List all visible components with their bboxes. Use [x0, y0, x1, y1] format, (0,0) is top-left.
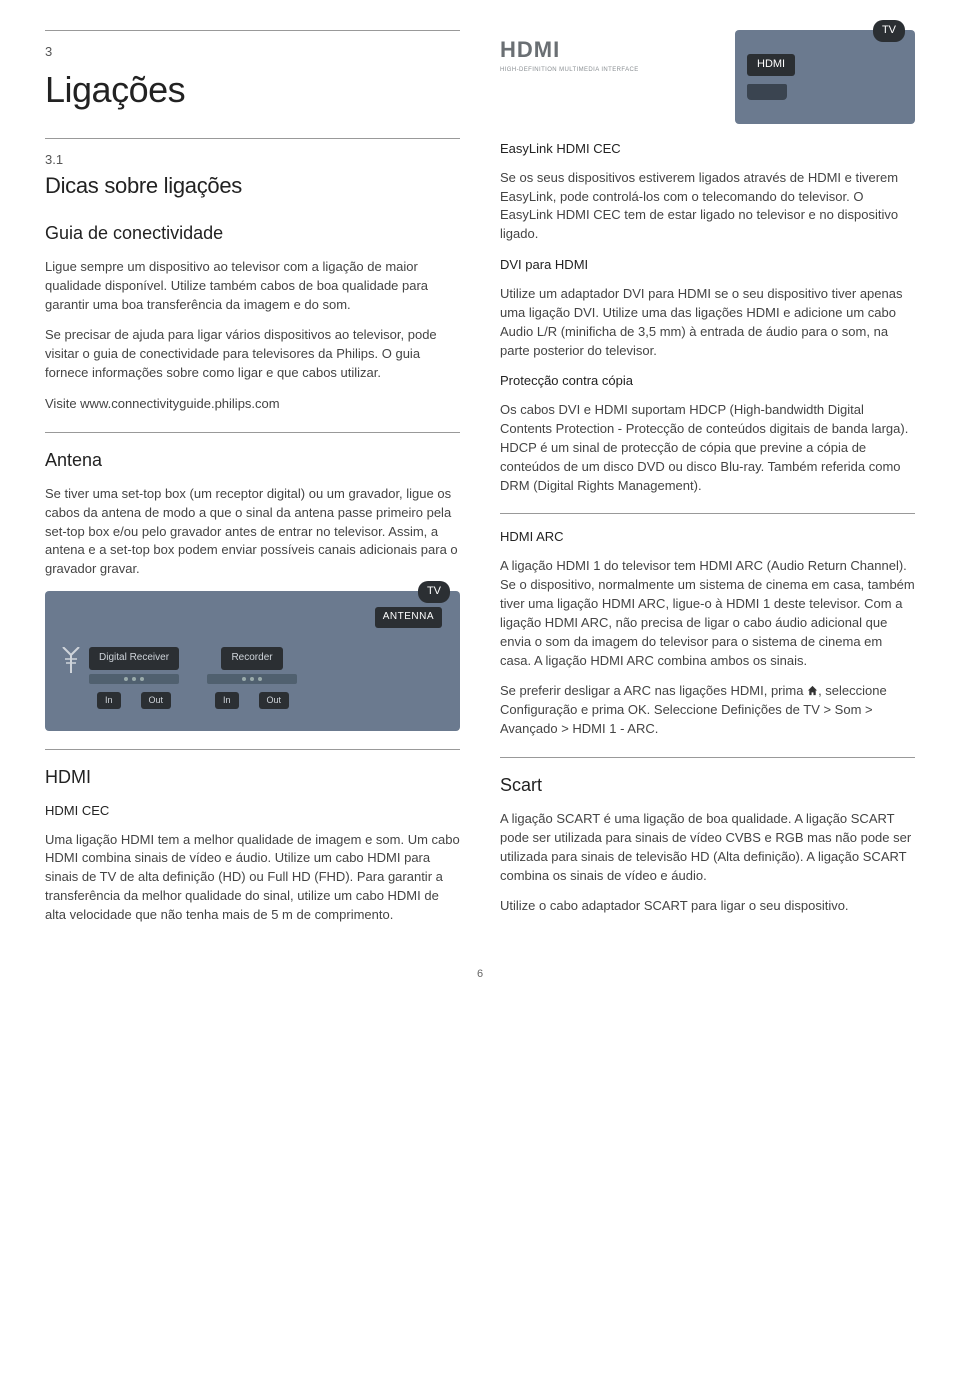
- in-badge: In: [215, 692, 239, 709]
- antena-heading: Antena: [45, 447, 460, 473]
- device-recorder: Recorder In Out: [207, 647, 297, 709]
- guide-link-text: Visite www.connectivityguide.philips.com: [45, 395, 460, 414]
- antenna-label: ANTENNA: [375, 607, 442, 628]
- antenna-icon: [61, 647, 81, 673]
- hdmi-panel: TV HDMI: [735, 30, 915, 124]
- out-badge: Out: [259, 692, 290, 709]
- hdmi-paragraph: Uma ligação HDMI tem a melhor qualidade …: [45, 831, 460, 925]
- guide-paragraph: Se precisar de ajuda para ligar vários d…: [45, 326, 460, 383]
- chapter-number: 3: [45, 43, 460, 62]
- right-column: HDMI HIGH-DEFINITION MULTIMEDIA INTERFAC…: [500, 30, 915, 937]
- tv-badge: TV: [418, 581, 450, 603]
- scart-paragraph: Utilize o cabo adaptador SCART para liga…: [500, 897, 915, 916]
- chapter-title: Ligações: [45, 64, 460, 116]
- hdmi-arc-paragraph: A ligação HDMI 1 do televisor tem HDMI A…: [500, 557, 915, 670]
- page-columns: 3 Ligações 3.1 Dicas sobre ligações Guia…: [45, 30, 915, 937]
- hdmi-heading: HDMI: [45, 764, 460, 790]
- hdmi-port-label: HDMI: [747, 54, 795, 76]
- home-icon: [807, 685, 818, 696]
- hdmi-logo: HDMI HIGH-DEFINITION MULTIMEDIA INTERFAC…: [500, 30, 721, 75]
- hdmi-arc-paragraph: Se preferir desligar a ARC nas ligações …: [500, 682, 915, 739]
- left-column: 3 Ligações 3.1 Dicas sobre ligações Guia…: [45, 30, 460, 937]
- hdmi-arc-heading: HDMI ARC: [500, 528, 915, 547]
- section-title: Dicas sobre ligações: [45, 170, 460, 202]
- hdmi-cec-subheading: HDMI CEC: [45, 802, 460, 821]
- page-number: 6: [45, 967, 915, 983]
- arc-text-a: Se preferir desligar a ARC nas ligações …: [500, 683, 807, 698]
- dvi-heading: DVI para HDMI: [500, 256, 915, 275]
- easylink-paragraph: Se os seus dispositivos estiverem ligado…: [500, 169, 915, 244]
- device-digital-receiver: Digital Receiver In Out: [89, 647, 179, 709]
- hdmi-diagram: HDMI HIGH-DEFINITION MULTIMEDIA INTERFAC…: [500, 30, 915, 124]
- copy-protection-heading: Protecção contra cópia: [500, 372, 915, 391]
- easylink-heading: EasyLink HDMI CEC: [500, 140, 915, 159]
- hdmi-port-icon: [747, 84, 787, 100]
- copy-protection-paragraph: Os cabos DVI e HDMI suportam HDCP (High-…: [500, 401, 915, 495]
- antenna-diagram: TV ANTENNA Digital Receiver In Out: [45, 591, 460, 731]
- device-label: Digital Receiver: [89, 647, 179, 670]
- device-label: Recorder: [221, 647, 282, 670]
- guide-heading: Guia de conectividade: [45, 220, 460, 246]
- guide-paragraph: Ligue sempre um dispositivo ao televisor…: [45, 258, 460, 315]
- antena-paragraph: Se tiver uma set-top box (um receptor di…: [45, 485, 460, 579]
- in-badge: In: [97, 692, 121, 709]
- tv-badge: TV: [873, 20, 905, 42]
- hdmi-logo-subtitle: HIGH-DEFINITION MULTIMEDIA INTERFACE: [500, 66, 721, 75]
- dvi-paragraph: Utilize um adaptador DVI para HDMI se o …: [500, 285, 915, 360]
- out-badge: Out: [141, 692, 172, 709]
- section-number: 3.1: [45, 151, 460, 170]
- scart-heading: Scart: [500, 772, 915, 798]
- hdmi-logo-text: HDMI: [500, 34, 721, 66]
- scart-paragraph: A ligação SCART é uma ligação de boa qua…: [500, 810, 915, 885]
